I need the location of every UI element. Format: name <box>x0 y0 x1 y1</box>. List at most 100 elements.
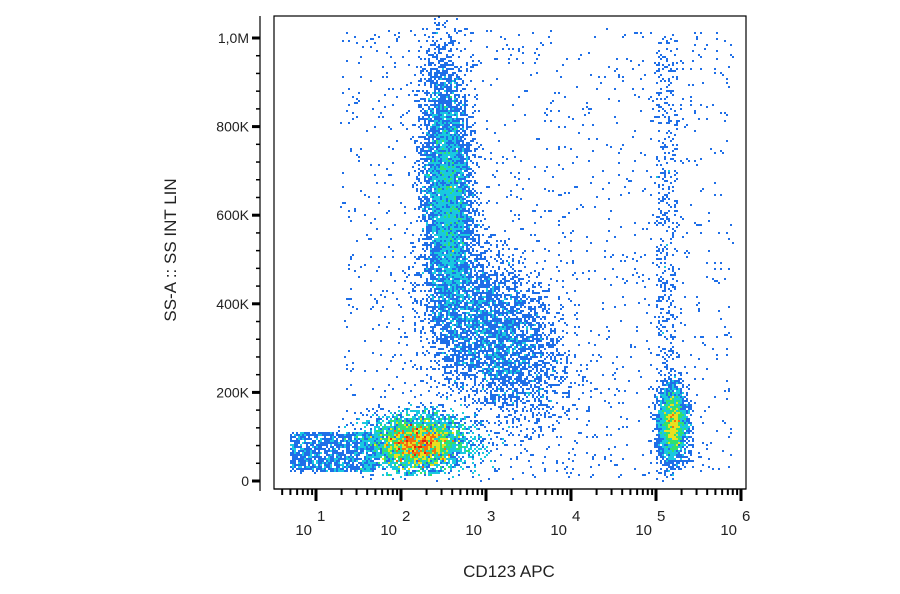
scatter-point-4510 <box>472 306 474 308</box>
scatter-point-4678 <box>492 358 494 360</box>
scatter-point-2268 <box>438 212 440 214</box>
scatter-point-4753 <box>556 460 558 462</box>
scatter-point-1905 <box>436 140 438 142</box>
scatter-point-2465 <box>454 304 456 306</box>
scatter-point-4694 <box>514 338 516 340</box>
scatter-point-926 <box>398 464 400 466</box>
scatter-point-2095 <box>432 186 434 188</box>
scatter-point-3459 <box>450 110 452 112</box>
scatter-point-3684 <box>402 56 404 58</box>
scatter-point-2270 <box>430 188 432 190</box>
scatter-point-2809 <box>444 272 446 274</box>
scatter-point-3045 <box>444 94 446 96</box>
scatter-point-1033 <box>442 452 444 454</box>
scatter-point-4420 <box>476 322 478 324</box>
scatter-point-1924 <box>468 94 470 96</box>
scatter-point-1889 <box>452 334 454 336</box>
scatter-point-1237 <box>442 462 444 464</box>
scatter-point-3003 <box>424 196 426 198</box>
scatter-point-4585 <box>502 348 504 350</box>
scatter-point-3243 <box>466 242 468 244</box>
scatter-point-1553 <box>438 192 440 194</box>
scatter-point-3610 <box>442 100 444 102</box>
scatter-point-151 <box>480 440 482 442</box>
scatter-point-2450 <box>436 86 438 88</box>
scatter-point-4559 <box>516 340 518 342</box>
scatter-point-1631 <box>446 248 448 250</box>
scatter-point-2571 <box>432 76 434 78</box>
scatter-point-3464 <box>446 170 448 172</box>
scatter-point-4836 <box>540 282 542 284</box>
scatter-point-1939 <box>434 194 436 196</box>
scatter-point-1223 <box>406 464 408 466</box>
scatter-point-1842 <box>460 218 462 220</box>
scatter-point-2604 <box>464 216 466 218</box>
scatter-point-1515 <box>432 146 434 148</box>
scatter-point-1268 <box>396 466 398 468</box>
scatter-point-3505 <box>422 112 424 114</box>
scatter-point-2640 <box>462 204 464 206</box>
scatter-point-1305 <box>464 452 466 454</box>
scatter-point-652 <box>456 452 458 454</box>
scatter-point-4402 <box>476 332 478 334</box>
scatter-point-4067 <box>438 128 440 130</box>
scatter-point-593 <box>378 434 380 436</box>
scatter-point-1149 <box>364 430 366 432</box>
scatter-point-2705 <box>452 204 454 206</box>
scatter-point-2561 <box>448 250 450 252</box>
scatter-point-429 <box>446 436 448 438</box>
scatter-point-2644 <box>462 274 464 276</box>
scatter-point-587 <box>434 424 436 426</box>
scatter-point-2333 <box>426 224 428 226</box>
scatter-point-4385 <box>514 340 516 342</box>
scatter-point-1459 <box>440 152 442 154</box>
scatter-point-4005 <box>426 310 428 312</box>
scatter-point-1849 <box>446 220 448 222</box>
scatter-point-1224 <box>404 466 406 468</box>
scatter-point-2957 <box>428 146 430 148</box>
scatter-point-4340 <box>502 278 504 280</box>
scatter-point-31 <box>400 448 402 450</box>
scatter-point-2909 <box>428 256 430 258</box>
scatter-point-3630 <box>418 208 420 210</box>
scatter-point-3615 <box>444 62 446 64</box>
scatter-point-291 <box>400 442 402 444</box>
scatter-point-2894 <box>456 82 458 84</box>
scatter-point-3701 <box>432 266 434 268</box>
scatter-point-1093 <box>428 420 430 422</box>
scatter-point-3665 <box>466 312 468 314</box>
scatter-point-2565 <box>438 140 440 142</box>
scatter-point-4091 <box>450 316 452 318</box>
scatter-point-3138 <box>432 82 434 84</box>
scatter-point-3998 <box>414 208 416 210</box>
scatter-point-3926 <box>466 142 468 144</box>
scatter-point-3088 <box>448 184 450 186</box>
scatter-point-791 <box>412 448 414 450</box>
scatter-point-2518 <box>444 334 446 336</box>
scatter-point-4084 <box>448 228 450 230</box>
scatter-point-4921 <box>532 352 534 354</box>
scatter-point-168 <box>434 470 436 472</box>
scatter-point-2068 <box>454 190 456 192</box>
scatter-point-1895 <box>460 30 462 32</box>
scatter-point-4756 <box>540 402 542 404</box>
scatter-point-4478 <box>480 278 482 280</box>
scatter-point-1039 <box>398 424 400 426</box>
scatter-point-3800 <box>448 350 450 352</box>
scatter-point-880 <box>446 462 448 464</box>
scatter-point-3621 <box>462 252 464 254</box>
scatter-point-1998 <box>470 224 472 226</box>
scatter-point-1764 <box>466 270 468 272</box>
scatter-point-3795 <box>456 154 458 156</box>
scatter-point-54 <box>414 444 416 446</box>
scatter-point-3549 <box>464 168 466 170</box>
scatter-point-1853 <box>444 290 446 292</box>
scatter-point-46 <box>414 448 416 450</box>
scatter-point-2852 <box>434 248 436 250</box>
scatter-point-3700 <box>482 252 484 254</box>
scatter-point-3351 <box>436 338 438 340</box>
scatter-point-1182 <box>408 464 410 466</box>
scatter-point-2527 <box>424 114 426 116</box>
scatter-point-456 <box>422 460 424 462</box>
scatter-point-1662 <box>434 196 436 198</box>
